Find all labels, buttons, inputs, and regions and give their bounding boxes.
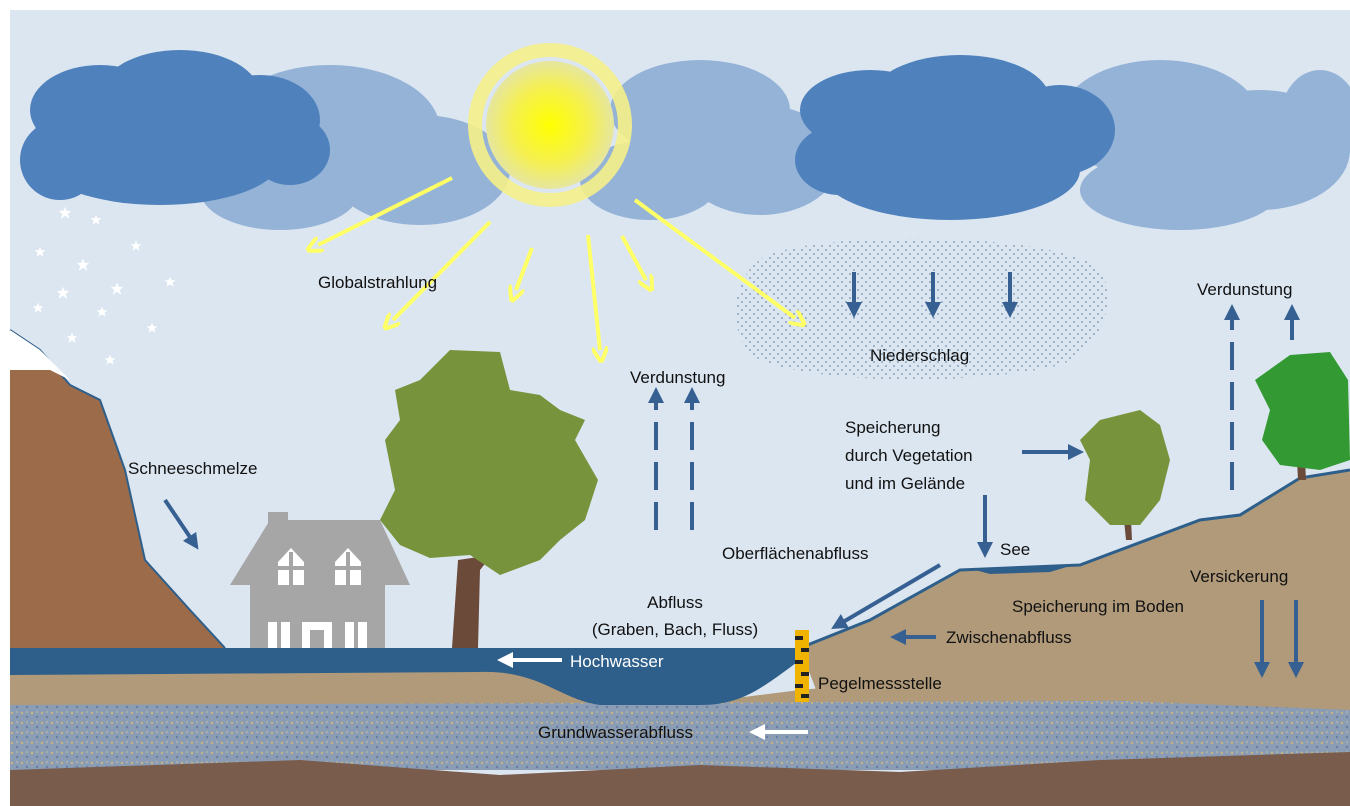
label: Verdunstung [630,368,725,387]
label: Oberflächenabfluss [722,544,868,563]
label: Verdunstung [1197,280,1292,299]
clouds-light [200,60,1350,230]
label: und im Gelände [845,474,965,493]
water-cycle-diagram: Globalstrahlung Verdunstung Niederschlag… [0,0,1350,806]
page: {"labels": { "global_radiation": "Global… [0,0,1350,806]
label: Pegelmessstelle [818,674,942,693]
label: See [1000,540,1030,559]
label: Grundwasserabfluss [538,723,693,742]
label: Speicherung im Boden [1012,597,1184,616]
label: (Graben, Bach, Fluss) [592,620,758,639]
label: durch Vegetation [845,446,973,465]
gauge-staff [795,630,809,702]
label: Versickerung [1190,567,1288,586]
label: Zwischenabfluss [946,628,1072,647]
label: Niederschlag [870,346,969,365]
label: Abfluss [647,593,703,612]
label: Schneeschmelze [128,459,257,478]
label: Speicherung [845,418,940,437]
label: Hochwasser [570,652,664,671]
label: Globalstrahlung [318,273,437,292]
sun [475,50,625,200]
